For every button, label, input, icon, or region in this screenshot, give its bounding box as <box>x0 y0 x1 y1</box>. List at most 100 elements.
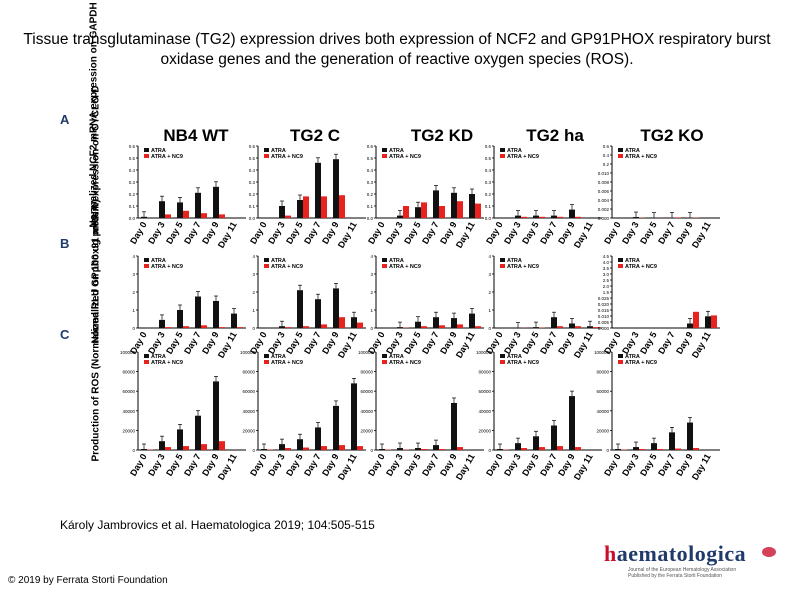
y-tick-label: 0.0 <box>367 216 374 221</box>
logo-wordmark: haematologica <box>604 541 747 566</box>
legend-label-atra: ATRA <box>151 148 166 154</box>
x-tick-label: Day 7 <box>420 452 441 478</box>
y-tick-label: 0.4 <box>129 168 136 173</box>
bar-atra-nc9 <box>675 217 681 218</box>
legend-swatch-nc9 <box>500 154 505 158</box>
y-tick-label: 60000 <box>242 389 255 394</box>
bar-atra <box>515 443 521 450</box>
bar-atra <box>159 201 165 218</box>
bar-atra-nc9 <box>575 216 581 218</box>
x-tick-label: Day 0 <box>248 220 269 246</box>
y-tick-label: 60000 <box>596 389 609 394</box>
y-tick-label: 3.5 <box>603 266 610 271</box>
y-tick-label: 0.010 <box>598 171 610 176</box>
y-tick-label: 0.6 <box>249 144 256 149</box>
bar-atra <box>551 425 557 450</box>
bar-atra-nc9 <box>201 213 207 218</box>
bar-atra <box>651 443 657 450</box>
bar-atra <box>569 323 575 328</box>
legend-swatch-nc9 <box>618 264 623 268</box>
bar-atra-nc9 <box>165 447 171 450</box>
legend-swatch-atra <box>144 148 149 152</box>
bar-atra-nc9 <box>475 203 481 218</box>
x-tick-label: Day 7 <box>302 330 323 356</box>
bar-atra-nc9 <box>711 315 717 328</box>
x-tick-label: Day 7 <box>656 452 677 478</box>
bar-atra <box>533 436 539 450</box>
x-tick-label: Day 0 <box>366 220 387 246</box>
y-tick-label: 60000 <box>478 389 491 394</box>
bar-atra-nc9 <box>439 325 445 328</box>
bar-atra-nc9 <box>219 327 225 328</box>
y-tick-label: 3 <box>132 272 135 277</box>
bar-atra-nc9 <box>321 324 327 328</box>
bar-atra-nc9 <box>639 449 645 450</box>
y-tick-label: 0.006 <box>598 189 610 194</box>
bar-atra <box>705 316 711 328</box>
bar-atra-nc9 <box>219 441 225 450</box>
y-tick-label: 100000 <box>476 350 492 355</box>
x-tick-label: Day 0 <box>484 220 505 246</box>
x-tick-label: Day 3 <box>502 220 523 246</box>
bar-atra <box>351 317 357 328</box>
col-title-tg2-c: TG2 C <box>289 126 341 145</box>
bar-atra <box>141 216 147 218</box>
legend-label-atra: ATRA <box>389 354 404 360</box>
bar-atra-nc9 <box>657 449 663 450</box>
legend-label-atra: ATRA <box>507 148 522 154</box>
citation: Károly Jambrovics et al. Haematologica 2… <box>60 518 375 532</box>
x-tick-label: Day 5 <box>520 220 541 246</box>
bar-atra-nc9 <box>439 449 445 450</box>
bar-atra <box>551 317 557 328</box>
x-tick-label: Day 7 <box>420 220 441 246</box>
logo-mark <box>762 547 776 557</box>
y-tick-label: 0.5 <box>367 156 374 161</box>
slide-title: Tissue transglutaminase (TG2) expression… <box>23 31 771 68</box>
bar-atra <box>297 200 303 218</box>
x-tick-label: Day 5 <box>402 220 423 246</box>
x-tick-label: Day 3 <box>384 220 405 246</box>
y-tick-label: 0 <box>488 326 491 331</box>
y-tick-label: 0 <box>370 448 373 453</box>
bar-atra <box>415 207 421 218</box>
legend-swatch-nc9 <box>618 154 623 158</box>
x-tick-label: Day 3 <box>266 452 287 478</box>
legend-swatch-atra <box>618 148 623 152</box>
bar-atra-nc9 <box>457 201 463 218</box>
y-tick-label: 0.3 <box>367 180 374 185</box>
x-tick-label: Day 3 <box>620 452 641 478</box>
x-tick-label: Day 7 <box>420 330 441 356</box>
x-tick-label: Day 7 <box>656 220 677 246</box>
col-title-tg2-ha: TG2 ha <box>526 126 584 145</box>
bar-atra-nc9 <box>339 317 345 328</box>
y-tick-label: 2.5 <box>603 278 610 283</box>
x-tick-label: Day 7 <box>182 220 203 246</box>
bar-atra <box>633 217 639 218</box>
bar-atra-nc9 <box>439 206 445 218</box>
legend-swatch-nc9 <box>500 360 505 364</box>
bar-atra <box>533 327 539 328</box>
bar-atra <box>279 206 285 218</box>
legend-swatch-nc9 <box>382 360 387 364</box>
y-tick-label: 0.004 <box>598 198 610 203</box>
y-tick-label: 80000 <box>360 370 373 375</box>
bar-atra-nc9 <box>183 210 189 218</box>
x-tick-label: Day 5 <box>284 330 305 356</box>
bar-atra <box>379 449 385 450</box>
legend-swatch-nc9 <box>264 264 269 268</box>
legend-label-nc9: ATRA + NC9 <box>151 264 183 270</box>
x-tick-label: Day 0 <box>366 452 387 478</box>
y-tick-label: 0.4 <box>485 168 492 173</box>
y-tick-label: 0.008 <box>598 180 610 185</box>
y-tick-label: 2 <box>488 290 491 295</box>
y-tick-label: 0.4 <box>249 168 256 173</box>
bar-atra <box>451 402 457 450</box>
y-tick-label: 0.0 <box>129 216 136 221</box>
bar-atra-nc9 <box>521 216 527 218</box>
y-tick-label: 4 <box>488 254 491 259</box>
y-tick-label: 0.020 <box>598 302 610 307</box>
bar-atra-nc9 <box>201 325 207 328</box>
legend-label-nc9: ATRA + NC9 <box>507 264 539 270</box>
legend-label-nc9: ATRA + NC9 <box>625 154 657 160</box>
